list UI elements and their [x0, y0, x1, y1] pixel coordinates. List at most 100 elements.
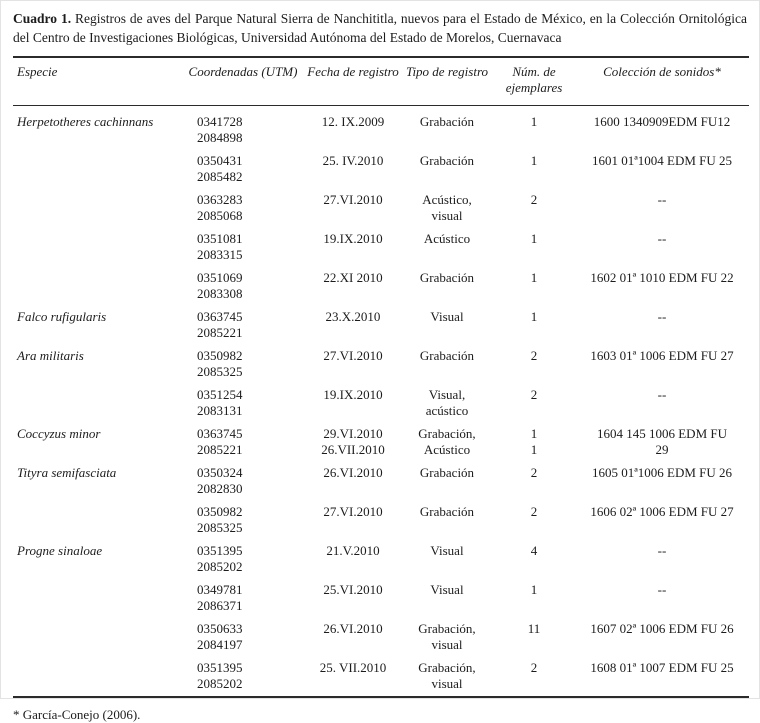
specimen-count-cell: 1 1 [530, 426, 538, 457]
species-cell: Tityra semifasciata [17, 465, 117, 480]
record-date-cell: 25. IV.2010 [322, 153, 384, 168]
record-type-cell: Grabación, Acústico [418, 426, 476, 457]
table-row: 0351254 2083131 19.IX.2010 Visual, acústic… [13, 384, 749, 423]
coordinates-cell: 0363283 2085068 [197, 192, 243, 223]
species-cell [13, 579, 181, 618]
table-row: Ara militaris 0350982 2085325 27.VI.2010 Gr… [13, 345, 749, 384]
coordinates-cell: 0351081 2083315 [197, 231, 243, 262]
table-row: Coccyzus minor 0363745 2085221 29.VI.2010 … [13, 423, 749, 462]
coordinates-cell: 0349781 2086371 [197, 582, 243, 613]
record-type-cell: Grabación, visual [418, 621, 476, 652]
species-cell [13, 618, 181, 657]
record-type-cell: Grabación [419, 114, 475, 129]
specimen-count-cell: 2 [530, 348, 538, 363]
specimen-count-cell: 2 [530, 465, 538, 480]
table-row: 0350633 2084197 26.VI.2010 Grabación, visu… [13, 618, 749, 657]
table-footnote: * García-Conejo (2006). [13, 707, 141, 722]
column-header-especie: Especie [13, 57, 181, 106]
sound-collection-cell: 1606 02ª 1006 EDM FU 27 [590, 504, 734, 519]
coordinates-cell: 0350982 2085325 [197, 504, 243, 535]
coordinates-cell: 0350324 2082830 [197, 465, 243, 496]
table-caption-label: Cuadro 1. [13, 11, 72, 26]
record-date-cell: 27.VI.2010 [323, 192, 383, 207]
record-type-cell: Visual [430, 309, 464, 324]
table-caption: Cuadro 1. Registros de aves del Parque N… [13, 9, 747, 47]
specimen-count-cell: 1 [530, 231, 538, 246]
record-date-cell: 19.IX.2010 [323, 387, 383, 402]
record-date-cell: 27.VI.2010 [323, 504, 383, 519]
coordinates-cell: 0350431 2085482 [197, 153, 243, 184]
species-cell: Coccyzus minor [17, 426, 101, 441]
sound-collection-cell: -- [657, 231, 667, 246]
column-header-num-ejemplares: Núm. de ejemplares [493, 57, 575, 106]
sound-collection-cell: 1604 145 1006 EDM FU 29 [596, 426, 727, 457]
specimen-count-cell: 11 [527, 621, 541, 636]
table-row: Herpetotheres cachinnans 0341728 2084898 1… [13, 106, 749, 151]
table-row: 0351395 2085202 25. VII.2010 Grabación, vi… [13, 657, 749, 697]
record-type-cell: Grabación [419, 465, 475, 480]
sound-collection-cell: 1607 02ª 1006 EDM FU 26 [590, 621, 734, 636]
sound-collection-cell: 1605 01ª1006 EDM FU 26 [591, 465, 733, 480]
sound-collection-cell: -- [657, 582, 667, 597]
species-cell: Progne sinaloae [17, 543, 103, 558]
record-type-cell: Visual [430, 543, 464, 558]
species-cell: Ara militaris [17, 348, 84, 363]
specimen-count-cell: 1 [530, 309, 538, 324]
coordinates-cell: 0363745 2085221 [197, 426, 243, 457]
record-type-cell: Acústico [423, 231, 471, 246]
record-type-cell: Grabación [419, 270, 475, 285]
specimen-count-cell: 1 [530, 582, 538, 597]
coordinates-cell: 0351254 2083131 [197, 387, 243, 418]
table-row: 0350982 2085325 27.VI.2010 Grabación 2 1606 … [13, 501, 749, 540]
column-header-tipo: Tipo de registro [401, 57, 493, 106]
sound-collection-cell: -- [657, 387, 667, 402]
specimen-count-cell: 4 [530, 543, 538, 558]
coordinates-cell: 0351395 2085202 [197, 543, 243, 574]
coordinates-cell: 0350633 2084197 [197, 621, 243, 652]
bird-records-table: Especie Coordenadas (UTM) Fecha de regis… [13, 56, 749, 698]
species-cell [13, 150, 181, 189]
specimen-count-cell: 1 [530, 114, 538, 129]
record-date-cell: 21.V.2010 [326, 543, 380, 558]
record-date-cell: 19.IX.2010 [323, 231, 383, 246]
specimen-count-cell: 1 [530, 270, 538, 285]
record-date-cell: 26.VI.2010 [323, 621, 383, 636]
record-type-cell: Visual [430, 582, 464, 597]
specimen-count-cell: 2 [530, 504, 538, 519]
sound-collection-cell: -- [657, 192, 667, 207]
species-cell: Herpetotheres cachinnans [17, 114, 154, 129]
record-date-cell: 29.VI.2010 26.VII.2010 [321, 426, 385, 457]
coordinates-cell: 0351069 2083308 [197, 270, 243, 301]
table-row: Falco rufigularis 0363745 2085221 23.X.201… [13, 306, 749, 345]
specimen-count-cell: 2 [530, 387, 538, 402]
sound-collection-cell: 1601 01ª1004 EDM FU 25 [591, 153, 733, 168]
record-type-cell: Grabación [419, 504, 475, 519]
table-row: 0351081 2083315 19.IX.2010 Acústico 1 -- [13, 228, 749, 267]
table-caption-text: Registros de aves del Parque Natural Sie… [13, 11, 747, 45]
record-date-cell: 22.XI 2010 [323, 270, 383, 285]
sound-collection-cell: -- [657, 309, 667, 324]
table-header-row: Especie Coordenadas (UTM) Fecha de regis… [13, 57, 749, 106]
table-row: 0349781 2086371 25.VI.2010 Visual 1 -- [13, 579, 749, 618]
sound-collection-cell: 1602 01ª 1010 EDM FU 22 [590, 270, 734, 285]
column-header-coordenadas: Coordenadas (UTM) [181, 57, 305, 106]
species-cell [13, 189, 181, 228]
coordinates-cell: 0351395 2085202 [197, 660, 243, 691]
table-row: Tityra semifasciata 0350324 2082830 26.VI.… [13, 462, 749, 501]
species-cell [13, 384, 181, 423]
record-date-cell: 26.VI.2010 [323, 465, 383, 480]
record-type-cell: Acústico, visual [422, 192, 472, 223]
sound-collection-cell: -- [657, 543, 667, 558]
record-date-cell: 23.X.2010 [325, 309, 381, 324]
record-type-cell: Grabación [419, 153, 475, 168]
table-row: 0350431 2085482 25. IV.2010 Grabación 1 1601… [13, 150, 749, 189]
specimen-count-cell: 2 [530, 660, 538, 675]
specimen-count-cell: 1 [530, 153, 538, 168]
record-date-cell: 25. VII.2010 [319, 660, 387, 675]
table-row: Progne sinaloae 0351395 2085202 21.V.2010 V… [13, 540, 749, 579]
record-type-cell: Grabación [419, 348, 475, 363]
species-cell: Falco rufigularis [17, 309, 107, 324]
species-cell [13, 501, 181, 540]
sound-collection-cell: 1600 1340909EDM FU12 [593, 114, 731, 129]
